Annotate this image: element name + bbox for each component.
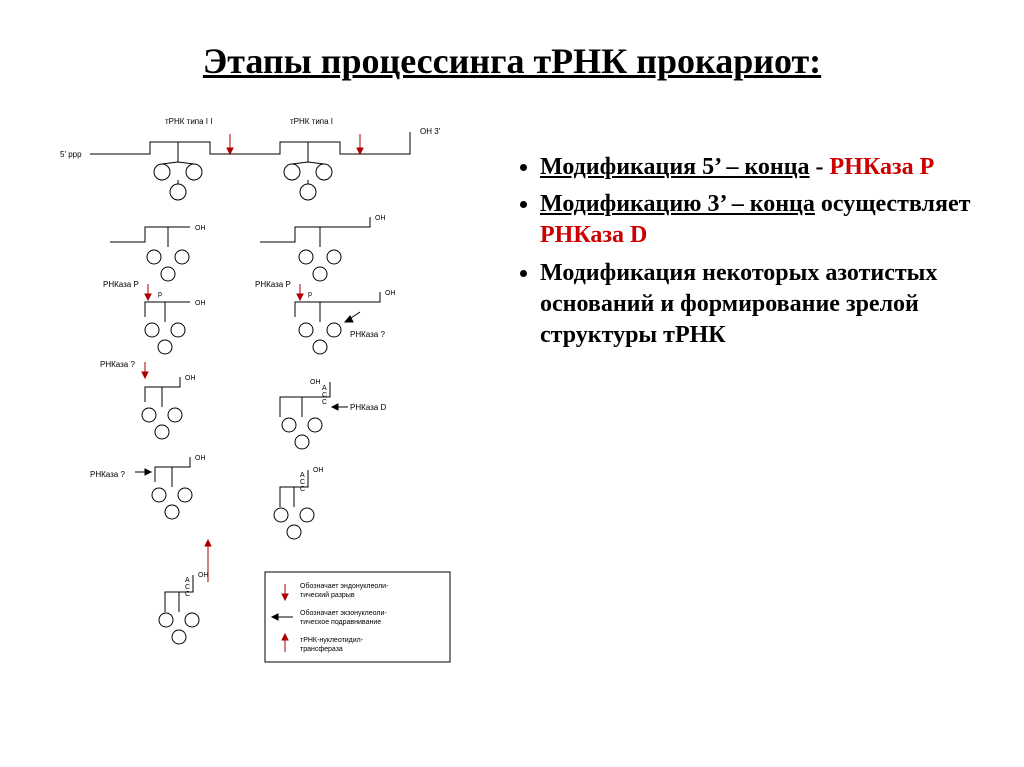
oh-r5l: OH	[195, 455, 206, 462]
p-r2l: p	[158, 291, 162, 298]
legend-exo-2: тическое подравнивание	[300, 619, 381, 626]
oh-r3l: OH	[195, 300, 206, 307]
row5-left: OH	[152, 455, 206, 519]
legend-exo-1: Обозначает экзонуклеоли-	[300, 609, 387, 617]
label-rnaseP-1: РНКаза P	[103, 280, 139, 289]
legend-arrow-exo	[272, 614, 293, 620]
row3-left: OH	[145, 300, 206, 354]
label-ppp5: 5' ppp	[60, 150, 82, 159]
row5-right: OH A C C	[274, 467, 324, 539]
label-type1: тРНК типа I	[290, 117, 333, 126]
acc-bottom-c1: C	[185, 584, 190, 591]
oh-r2l: OH	[195, 225, 206, 232]
blk-arrow-r3r	[345, 312, 360, 322]
blk-arrow-rnaseD	[332, 404, 348, 410]
oh-r2r: OH	[375, 215, 386, 222]
trna-diagram: тРНК типа I I тРНК типа I OH 3' 5' ppp	[50, 112, 470, 712]
legend-arrow-nt	[282, 634, 288, 652]
trna-top-right	[284, 142, 332, 200]
bullet-1-after: -	[810, 154, 830, 180]
oh-r3r: OH	[385, 290, 396, 297]
bullet-column: Модификация 5’ – конца - РНКаза P Модифи…	[510, 112, 974, 712]
content-row: тРНК типа I I тРНК типа I OH 3' 5' ppp	[50, 112, 974, 712]
legend-nt-1: тРНК-нуклеотидил-	[300, 637, 364, 644]
red-arrow-r2l	[145, 284, 151, 300]
label-rnaseQ-2: РНКаза ?	[350, 330, 385, 339]
row4-left: OH	[142, 375, 196, 439]
oh-bottom: OH	[198, 572, 209, 579]
page-title: Этапы процессинга тРНК прокариот:	[50, 40, 974, 82]
row4-right: OH A C C	[280, 379, 330, 449]
label-rnaseP-2: РНКаза P	[255, 280, 291, 289]
row-bottom: OH A C C	[159, 572, 209, 644]
oh-r4r: OH	[310, 379, 321, 386]
legend-arrow-endo	[282, 584, 288, 600]
trna-top-left	[154, 142, 202, 200]
acc-r5r-a: A	[300, 472, 305, 479]
bullet-2-after: осуществляет	[815, 191, 971, 217]
legend-endo-2: тический разрыв	[300, 591, 355, 599]
bullet-2: Модификацию 3’ – конца осуществляет РНКа…	[540, 189, 974, 251]
row2-right: OH	[260, 215, 386, 281]
trna-diagram-svg: тРНК типа I I тРНК типа I OH 3' 5' ppp	[50, 112, 470, 712]
acc-bottom-c2: C	[185, 591, 190, 598]
red-arrow-r3l	[142, 362, 148, 378]
legend-endo-1: Обозначает эндонуклеоли-	[300, 582, 389, 590]
label-type2: тРНК типа I I	[165, 117, 212, 126]
acc-r4r-c1: C	[322, 392, 327, 399]
legend-nt-2: трансфераза	[300, 646, 343, 653]
bullet-1: Модификация 5’ – конца - РНКаза P	[540, 152, 974, 183]
acc-r4r-c2: C	[322, 399, 327, 406]
row2-left: OH	[110, 225, 206, 281]
label-oh3: OH 3'	[420, 127, 441, 136]
blk-arrow-r5l	[135, 469, 151, 475]
bullet-1-red: РНКаза P	[830, 154, 935, 180]
red-arrow-r2r	[297, 284, 303, 300]
p-r2r: p	[308, 291, 312, 298]
label-rnaseD: РНКаза D	[350, 403, 386, 412]
bullet-1-underline: Модификация 5’ – конца	[540, 154, 810, 180]
red-arrow-top-1	[227, 134, 233, 154]
red-arrow-top-2	[357, 134, 363, 154]
label-rnaseQ-3: РНКаза ?	[90, 470, 125, 479]
acc-r5r-c1: C	[300, 479, 305, 486]
oh-r4l: OH	[185, 375, 196, 382]
bullet-3: Модификация некоторых азотистых основани…	[540, 258, 974, 352]
label-rnaseQ-1: РНКаза ?	[100, 360, 135, 369]
bullet-list: Модификация 5’ – конца - РНКаза P Модифи…	[510, 152, 974, 351]
acc-r5r-c2: C	[300, 486, 305, 493]
oh-r5r: OH	[313, 467, 324, 474]
acc-bottom-a: A	[185, 577, 190, 584]
bullet-3-text: Модификация некоторых азотистых основани…	[540, 260, 937, 348]
bullet-2-underline: Модификацию 3’ – конца	[540, 191, 815, 217]
acc-r4r-a: A	[322, 385, 327, 392]
bullet-2-red: РНКаза D	[540, 222, 647, 248]
